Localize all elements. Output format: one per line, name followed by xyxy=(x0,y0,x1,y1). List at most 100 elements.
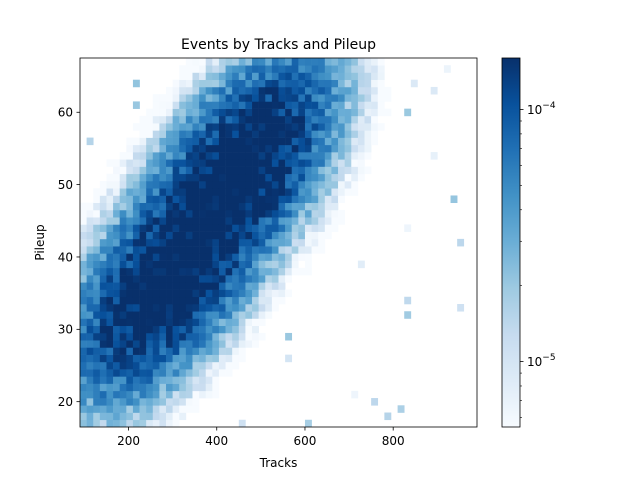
heatmap-cell xyxy=(86,390,94,399)
heatmap-cell xyxy=(291,152,299,160)
heatmap-cell xyxy=(185,325,193,334)
heatmap-cell xyxy=(225,369,233,377)
heatmap-cell xyxy=(139,275,147,283)
heatmap-cell xyxy=(265,238,273,247)
heatmap-cell xyxy=(311,202,319,211)
heatmap-cell xyxy=(185,390,193,399)
heatmap-cell xyxy=(119,217,127,225)
heatmap-cell xyxy=(331,224,339,232)
heatmap-cell xyxy=(232,253,240,261)
heatmap-cell xyxy=(159,304,167,312)
heatmap-cell xyxy=(179,137,187,146)
heatmap-cell xyxy=(159,231,167,240)
heatmap-cell xyxy=(324,209,332,218)
heatmap-cell xyxy=(80,347,87,355)
heatmap-cell xyxy=(199,224,207,232)
heatmap-cell xyxy=(212,282,220,290)
heatmap-cell xyxy=(205,224,213,232)
heatmap-cell xyxy=(179,267,187,276)
heatmap-cell xyxy=(238,188,246,196)
heatmap-cell xyxy=(146,130,154,138)
heatmap-cell xyxy=(146,282,154,290)
heatmap-cell xyxy=(159,137,167,146)
heatmap-cell xyxy=(218,152,226,160)
heatmap-cell xyxy=(285,94,293,102)
heatmap-cell xyxy=(80,282,87,290)
heatmap-cell xyxy=(119,354,127,363)
heatmap-cell xyxy=(218,130,226,138)
heatmap-cell xyxy=(146,238,154,247)
heatmap-cell xyxy=(172,123,180,131)
heatmap-cell xyxy=(304,86,312,95)
heatmap-cell xyxy=(93,267,101,276)
heatmap-cell xyxy=(331,159,339,167)
heatmap-cell xyxy=(185,152,193,160)
heatmap-cell xyxy=(212,94,220,102)
heatmap-cell xyxy=(245,325,253,334)
heatmap-cell xyxy=(430,152,438,160)
heatmap-cell xyxy=(172,238,180,247)
heatmap-cell xyxy=(331,195,339,204)
heatmap-cell xyxy=(344,72,352,81)
heatmap-cell xyxy=(265,195,273,204)
heatmap-cell xyxy=(119,405,127,413)
heatmap-cell xyxy=(172,130,180,138)
heatmap-cell xyxy=(258,72,266,81)
heatmap-cell xyxy=(80,209,87,218)
heatmap-cell xyxy=(93,282,101,290)
heatmap-cell xyxy=(278,231,286,240)
heatmap-cell xyxy=(139,123,147,131)
heatmap-cell xyxy=(265,217,273,225)
heatmap-cell xyxy=(152,166,160,175)
heatmap-cell xyxy=(285,289,293,298)
heatmap-cell xyxy=(278,144,286,153)
heatmap-cell xyxy=(225,354,233,363)
heatmap-cell xyxy=(166,390,173,399)
heatmap-cell xyxy=(338,108,345,117)
heatmap-cell xyxy=(271,144,279,153)
heatmap-cell xyxy=(285,65,293,73)
heatmap-cell xyxy=(245,101,253,109)
heatmap-cell xyxy=(179,224,187,232)
heatmap-cell xyxy=(152,369,160,377)
heatmap-cell xyxy=(331,79,339,88)
heatmap-cell xyxy=(113,325,120,334)
heatmap-cell xyxy=(152,398,160,406)
heatmap-cell xyxy=(278,217,286,225)
heatmap-cell xyxy=(139,166,147,175)
heatmap-cell xyxy=(139,217,147,225)
heatmap-cell xyxy=(278,115,286,124)
heatmap-cell xyxy=(232,195,240,204)
heatmap-cell xyxy=(212,72,220,81)
heatmap-cell xyxy=(179,159,187,167)
heatmap-cell xyxy=(371,72,379,81)
heatmap-cell xyxy=(318,137,326,146)
heatmap-cell xyxy=(298,173,306,182)
heatmap-cell xyxy=(119,289,127,298)
heatmap-cell xyxy=(252,275,259,283)
heatmap-cell xyxy=(298,130,306,138)
heatmap-cell xyxy=(166,296,173,305)
heatmap-cell xyxy=(258,94,266,102)
heatmap-cell xyxy=(152,246,160,254)
heatmap-cell xyxy=(152,390,160,399)
heatmap-cell xyxy=(106,202,114,211)
heatmap-cell xyxy=(252,318,259,327)
heatmap-cell xyxy=(132,137,140,146)
heatmap-cell xyxy=(179,181,187,189)
heatmap-cell xyxy=(205,108,213,117)
heatmap-cell xyxy=(132,238,140,247)
heatmap-cell xyxy=(185,108,193,117)
heatmap-cell xyxy=(93,405,101,413)
heatmap-cell xyxy=(146,202,154,211)
heatmap-cell xyxy=(113,369,120,377)
heatmap-cell xyxy=(351,188,359,196)
heatmap-cell xyxy=(218,166,226,175)
heatmap-cell xyxy=(139,181,147,189)
heatmap-cell xyxy=(351,58,359,66)
heatmap-cell xyxy=(218,311,226,319)
heatmap-cell xyxy=(106,325,114,334)
heatmap-cell xyxy=(126,354,134,363)
heatmap-cell xyxy=(338,209,345,218)
heatmap-cell xyxy=(185,347,193,355)
